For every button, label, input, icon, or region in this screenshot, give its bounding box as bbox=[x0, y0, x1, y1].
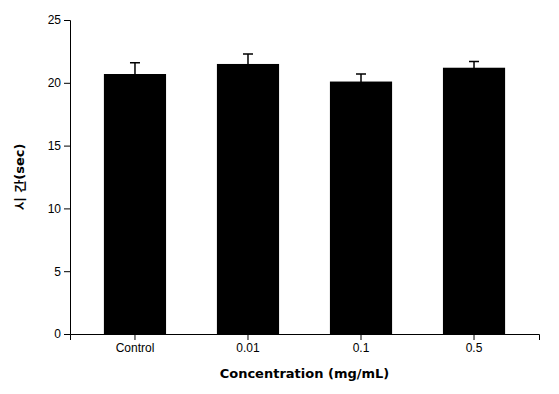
x-tick: 0.5 bbox=[466, 334, 483, 355]
marks bbox=[104, 54, 505, 334]
y-tick-mark bbox=[64, 334, 70, 335]
y-tick: 20 bbox=[48, 76, 70, 90]
x-tick: 0.01 bbox=[236, 334, 260, 355]
bar bbox=[330, 82, 392, 334]
y-tick-mark bbox=[64, 83, 70, 84]
x-tick: 0.1 bbox=[353, 334, 370, 355]
y-tick: 10 bbox=[48, 202, 70, 216]
y-tick-label: 20 bbox=[48, 76, 62, 90]
x-tick-mark bbox=[134, 334, 135, 340]
error-bar bbox=[130, 63, 140, 86]
y-tick-mark bbox=[64, 146, 70, 147]
x-tick-mark bbox=[361, 334, 362, 340]
y-tick-mark bbox=[64, 208, 70, 209]
y-tick: 15 bbox=[48, 139, 70, 153]
y-tick-label: 0 bbox=[54, 327, 61, 341]
y-tick: 0 bbox=[54, 327, 70, 341]
error-bar bbox=[243, 54, 253, 74]
plot-area: Control 0.01 0.1 0.5 0 5 10 15 20 25 Concentration… bbox=[12, 13, 540, 381]
y-axis-line bbox=[64, 21, 71, 335]
x-tick-mark bbox=[247, 334, 248, 340]
y-tick: 5 bbox=[54, 265, 70, 279]
y-tick: 25 bbox=[48, 13, 70, 27]
y-tick-label: 5 bbox=[54, 265, 61, 279]
error-bar bbox=[356, 74, 366, 89]
error-bar bbox=[469, 61, 479, 74]
x-tick-mark bbox=[474, 334, 475, 340]
x-tick: Control bbox=[116, 334, 155, 355]
x-axis-line bbox=[71, 335, 540, 341]
x-tick-label: 0.5 bbox=[466, 341, 483, 355]
x-tick-label: 0.01 bbox=[236, 341, 260, 355]
y-axis: 0 5 10 15 20 25 bbox=[48, 13, 71, 341]
y-tick-label: 25 bbox=[48, 13, 62, 27]
bar bbox=[104, 74, 166, 334]
x-tick-label: 0.1 bbox=[353, 341, 370, 355]
y-tick-label: 15 bbox=[48, 139, 62, 153]
y-tick-label: 10 bbox=[48, 202, 62, 216]
y-axis-title: 시 간(sec) bbox=[12, 144, 27, 211]
bar bbox=[217, 64, 279, 334]
x-axis-title: Concentration (mg/mL) bbox=[220, 366, 390, 381]
x-axis: Control 0.01 0.1 0.5 bbox=[71, 334, 540, 355]
bar bbox=[443, 68, 505, 334]
chart-svg: Control 0.01 0.1 0.5 0 5 10 15 20 25 Concentration… bbox=[0, 0, 559, 394]
x-tick-label: Control bbox=[116, 341, 155, 355]
y-tick-mark bbox=[64, 271, 70, 272]
y-tick-mark bbox=[64, 20, 70, 21]
